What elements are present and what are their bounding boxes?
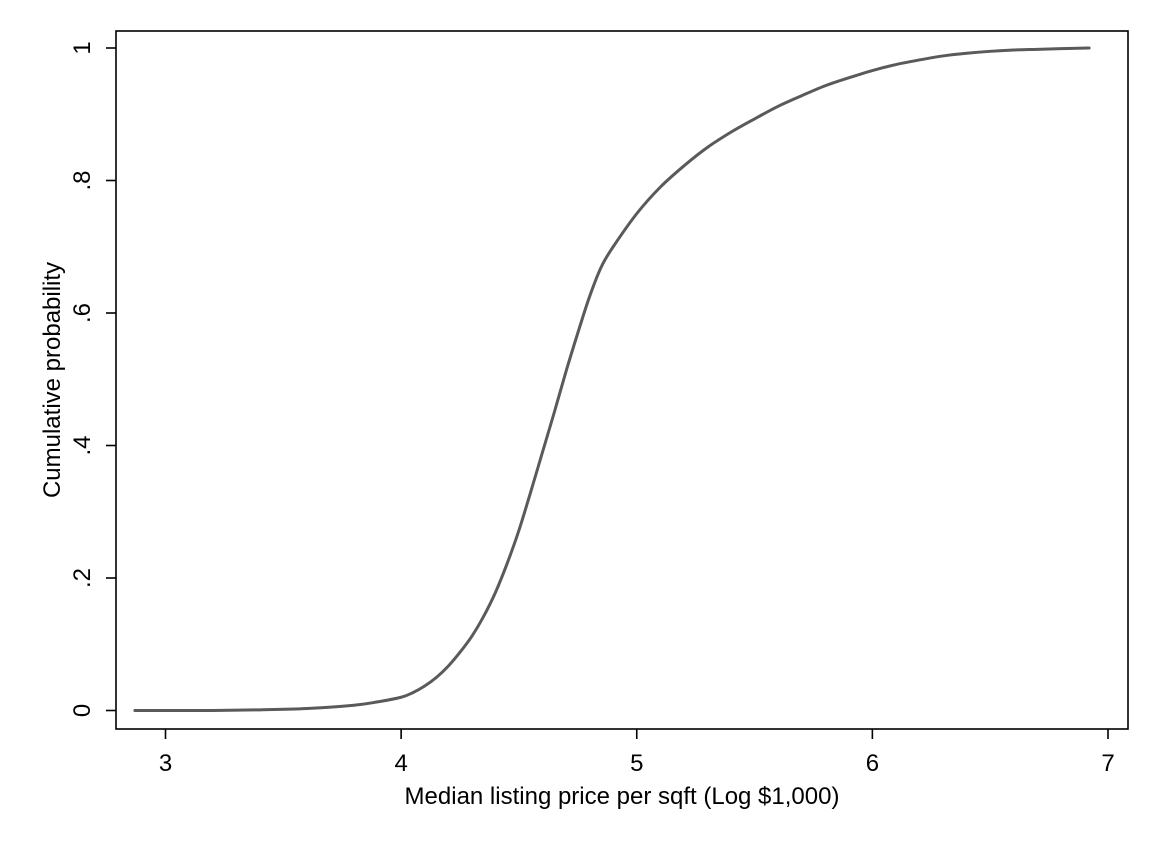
y-tick-label: .2	[69, 568, 96, 588]
x-axis-title: Median listing price per sqft (Log $1,00…	[405, 783, 840, 810]
y-tick-label: .6	[69, 303, 96, 323]
y-axis: 0 .2 .4 .6 .8 1	[69, 41, 116, 717]
series-layer	[133, 46, 1091, 713]
x-tick-label: 4	[394, 750, 407, 777]
y-axis-title: Cumulative probability	[39, 262, 66, 498]
x-axis: 3 4 5 6 7	[159, 729, 1115, 777]
y-tick-label: 1	[69, 41, 96, 54]
y-tick-label: .4	[69, 435, 96, 455]
y-tick-label: .8	[69, 170, 96, 190]
x-tick-label: 7	[1101, 750, 1114, 777]
y-tick-label: 0	[69, 704, 96, 717]
cdf-series-line	[133, 46, 1091, 713]
x-tick-label: 6	[866, 750, 879, 777]
x-tick-label: 5	[630, 750, 643, 777]
plot-frame	[115, 30, 1129, 730]
x-tick-label: 3	[159, 750, 172, 777]
